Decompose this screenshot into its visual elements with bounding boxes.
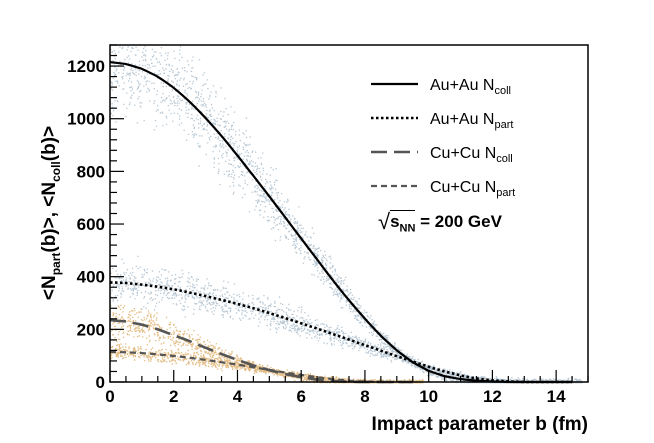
y-tick-label: 400 — [77, 268, 105, 287]
y-tick-label: 600 — [77, 215, 105, 234]
legend-entry: Cu+Cu Npart — [371, 179, 515, 199]
x-tick-label: 12 — [483, 387, 502, 406]
legend-label: Au+Au Ncoll — [430, 77, 511, 97]
y-tick-label: 800 — [77, 162, 105, 181]
y-tick-label: 0 — [96, 373, 105, 392]
x-tick-label: 14 — [547, 387, 566, 406]
x-tick-label: 6 — [296, 387, 305, 406]
scatter-points-2 — [110, 304, 424, 384]
x-tick-label: 8 — [360, 387, 369, 406]
scatter-points-3 — [110, 343, 424, 384]
y-tick-label: 1000 — [67, 110, 105, 129]
scatter-points-0 — [110, 46, 583, 384]
scatter-band-0 — [110, 46, 583, 384]
scatter-band-3 — [110, 343, 424, 384]
x-tick-label: 10 — [419, 387, 438, 406]
x-axis-label: Impact parameter b (fm) — [372, 414, 588, 435]
legend: Au+Au Ncoll Au+Au Npart Cu+Cu Ncoll Cu+Cu N… — [371, 77, 515, 199]
y-tick-label: 1200 — [67, 57, 105, 76]
scatter-points-1 — [110, 255, 583, 384]
legend-entry: Cu+Cu Ncoll — [371, 145, 513, 165]
x-tick-label: 2 — [169, 387, 178, 406]
series-line-cu-cu-n-coll — [109, 318, 413, 384]
scatter-layer — [110, 46, 583, 384]
legend-label: Au+Au Npart — [430, 111, 513, 131]
scatter-band-2 — [110, 304, 424, 384]
y-tick-label: 200 — [77, 320, 105, 339]
ticks-layer: 0 2 4 6 8 10 12 14 0 200 400 600 800 1000 1200 — [67, 44, 589, 406]
x-tick-label: 4 — [233, 387, 243, 406]
energy-annotation: √sNN = 200 GeV — [378, 209, 502, 235]
legend-entry: Au+Au Ncoll — [371, 77, 511, 97]
legend-label: Cu+Cu Ncoll — [430, 145, 513, 165]
scatter-band-1 — [110, 255, 583, 384]
legend-entry: Au+Au Npart — [371, 111, 513, 131]
x-tick-label: 0 — [105, 387, 114, 406]
legend-label: Cu+Cu Npart — [430, 179, 515, 199]
y-axis-label: <Npart(b)>, <Ncoll(b)> — [39, 126, 63, 300]
